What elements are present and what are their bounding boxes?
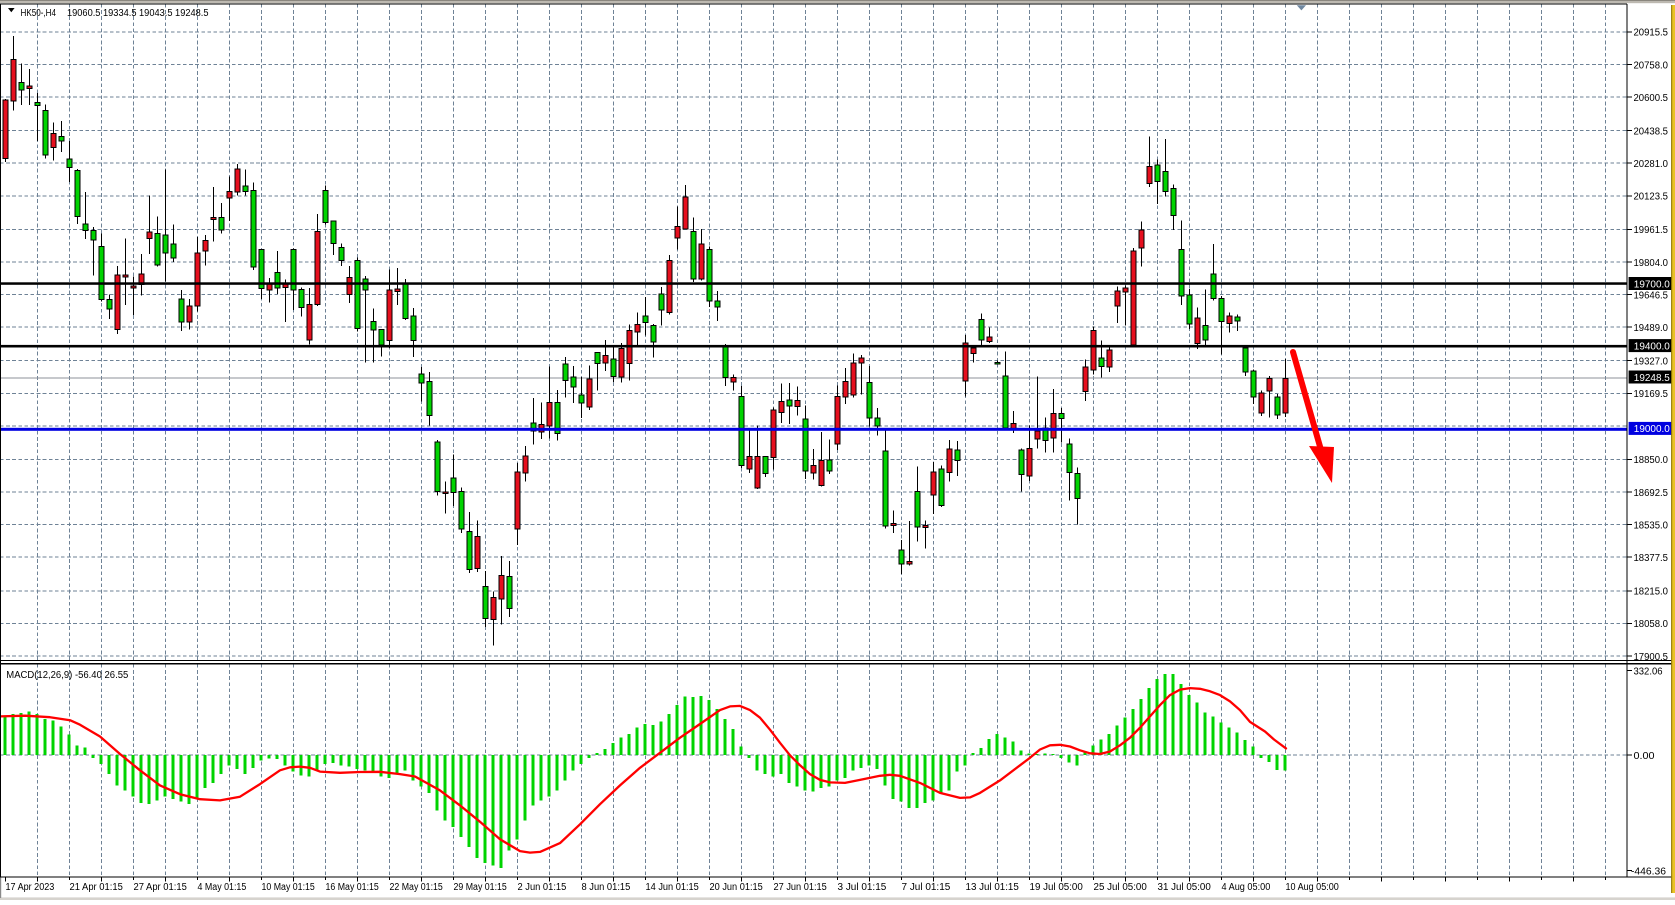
svg-text:19804.0: 19804.0 [1634,258,1669,269]
svg-text:14 Jun 01:15: 14 Jun 01:15 [646,882,700,893]
svg-text:MACD(12,26,9) -56.40 26.55: MACD(12,26,9) -56.40 26.55 [6,670,128,681]
svg-text:-446.36: -446.36 [1631,866,1666,877]
svg-text:31 Jul 05:00: 31 Jul 05:00 [1158,882,1212,893]
svg-text:19060.5 19334.5 19043.5 19248.: 19060.5 19334.5 19043.5 19248.5 [67,8,209,19]
svg-text:29 May 01:15: 29 May 01:15 [454,882,508,893]
svg-text:19327.0: 19327.0 [1634,357,1669,368]
svg-text:8 Jun 01:15: 8 Jun 01:15 [582,882,631,893]
svg-text:332.06: 332.06 [1634,666,1663,677]
svg-text:20281.0: 20281.0 [1634,159,1669,170]
svg-text:19961.5: 19961.5 [1634,225,1669,236]
svg-text:19400.0: 19400.0 [1634,341,1670,352]
svg-text:18058.0: 18058.0 [1634,619,1669,630]
svg-text:19169.5: 19169.5 [1634,389,1669,400]
svg-text:17 Apr 2023: 17 Apr 2023 [6,882,55,893]
svg-text:3 Jul 01:15: 3 Jul 01:15 [838,882,887,893]
svg-text:18692.5: 18692.5 [1634,488,1669,499]
svg-text:27 Apr 01:15: 27 Apr 01:15 [134,882,188,893]
svg-text:19489.0: 19489.0 [1634,323,1669,334]
svg-text:HK50-,H4: HK50-,H4 [21,8,57,19]
svg-text:16 May 01:15: 16 May 01:15 [326,882,380,893]
svg-text:13 Jul 01:15: 13 Jul 01:15 [966,882,1020,893]
svg-text:19000.0: 19000.0 [1634,424,1670,435]
svg-text:18215.0: 18215.0 [1634,587,1669,598]
svg-text:20438.5: 20438.5 [1634,126,1669,137]
svg-text:10 Aug 05:00: 10 Aug 05:00 [1286,882,1340,893]
svg-text:4 May 01:15: 4 May 01:15 [198,882,247,893]
svg-text:20758.0: 20758.0 [1634,60,1669,71]
svg-text:22 May 01:15: 22 May 01:15 [390,882,444,893]
svg-text:20600.5: 20600.5 [1634,93,1669,104]
svg-text:0.00: 0.00 [1634,751,1655,762]
svg-text:19 Jul 05:00: 19 Jul 05:00 [1030,882,1084,893]
svg-text:4 Aug 05:00: 4 Aug 05:00 [1222,882,1271,893]
svg-text:27 Jun 01:15: 27 Jun 01:15 [774,882,828,893]
svg-text:21 Apr 01:15: 21 Apr 01:15 [70,882,124,893]
svg-text:20123.5: 20123.5 [1634,192,1669,203]
svg-text:19646.5: 19646.5 [1634,290,1669,301]
svg-text:19700.0: 19700.0 [1634,279,1670,290]
svg-text:10 May 01:15: 10 May 01:15 [262,882,316,893]
svg-text:7 Jul 01:15: 7 Jul 01:15 [902,882,951,893]
svg-text:20915.5: 20915.5 [1634,28,1669,39]
svg-text:18535.0: 18535.0 [1634,520,1669,531]
svg-text:19248.5: 19248.5 [1634,373,1670,384]
svg-text:18850.0: 18850.0 [1634,455,1669,466]
svg-text:20 Jun 01:15: 20 Jun 01:15 [710,882,764,893]
svg-text:2 Jun 01:15: 2 Jun 01:15 [518,882,567,893]
svg-text:18377.5: 18377.5 [1634,553,1669,564]
svg-text:25 Jul 05:00: 25 Jul 05:00 [1094,882,1148,893]
svg-text:17900.5: 17900.5 [1634,652,1669,663]
